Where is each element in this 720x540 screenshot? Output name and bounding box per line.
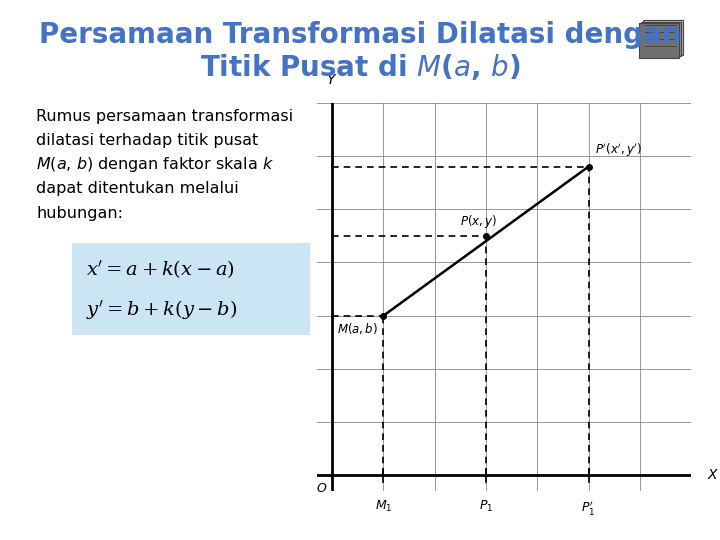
Text: $P(x, y)$: $P(x, y)$ <box>460 213 498 231</box>
Text: $x' = a + k(x - a)$: $x' = a + k(x - a)$ <box>86 258 235 280</box>
Bar <box>643 21 683 55</box>
Text: dilatasi terhadap titik pusat: dilatasi terhadap titik pusat <box>36 133 258 148</box>
Text: dapat ditentukan melalui: dapat ditentukan melalui <box>36 181 239 197</box>
Text: $Y$: $Y$ <box>326 72 338 86</box>
Text: $\mathit{M}$($a$, $b$) dengan faktor skala $\mathit{k}$: $\mathit{M}$($a$, $b$) dengan faktor ska… <box>36 155 274 174</box>
Text: $P'(x', y')$: $P'(x', y')$ <box>595 141 642 159</box>
Bar <box>641 22 681 56</box>
Text: $y' = b + k(y - b)$: $y' = b + k(y - b)$ <box>86 298 238 321</box>
Bar <box>639 23 679 58</box>
Text: Titik Pusat di $\mathit{M}$($a$, $b$): Titik Pusat di $\mathit{M}$($a$, $b$) <box>199 52 521 83</box>
Text: $P_1$: $P_1$ <box>479 500 493 515</box>
Text: Rumus persamaan transformasi: Rumus persamaan transformasi <box>36 109 293 124</box>
Text: Persamaan Transformasi Dilatasi dengan: Persamaan Transformasi Dilatasi dengan <box>39 21 681 49</box>
Text: $O$: $O$ <box>316 482 328 495</box>
Text: hubungan:: hubungan: <box>36 206 123 221</box>
Text: $M(a, b)$: $M(a, b)$ <box>338 321 378 336</box>
Text: $P_1'$: $P_1'$ <box>582 500 595 517</box>
Text: $X$: $X$ <box>706 468 719 482</box>
Text: $M_1$: $M_1$ <box>374 500 392 515</box>
